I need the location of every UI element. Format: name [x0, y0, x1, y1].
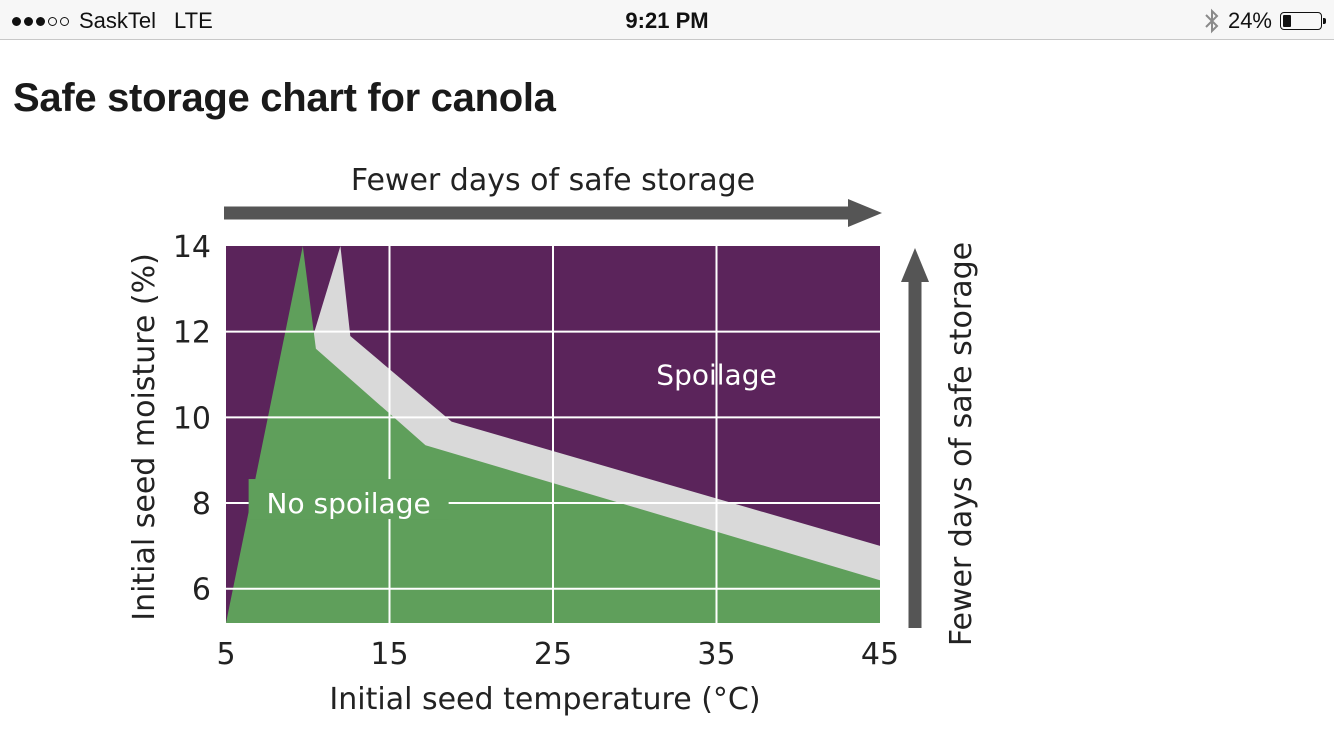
signal-dot [24, 16, 33, 26]
y-tick-label: 12 [173, 316, 211, 351]
battery-icon [1280, 12, 1326, 30]
signal-dot [12, 16, 21, 26]
signal-dot [36, 16, 45, 26]
carrier-name: SaskTel [79, 8, 157, 33]
network-type: LTE [174, 8, 213, 33]
status-time: 9:21 PM [625, 8, 709, 33]
top-arrow-head [848, 199, 882, 227]
battery-nub [1323, 18, 1326, 24]
right-arrow-label: Fewer days of safe storage [944, 242, 979, 646]
y-tick-label: 8 [192, 487, 211, 522]
x-tick-label: 5 [216, 637, 235, 672]
y-axis-label: Initial seed moisture (%) [127, 253, 162, 621]
x-tick-label: 45 [861, 637, 899, 672]
chart-ticks: 5 15 25 35 45 6 8 10 12 14 Initial seed temperatur… [127, 230, 899, 717]
battery-percent: 24% [1227, 8, 1272, 33]
x-axis-label: Initial seed temperature (°C) [329, 682, 760, 717]
x-tick-label: 25 [534, 637, 572, 672]
top-arrow-label: Fewer days of safe storage [351, 163, 755, 198]
status-bar-right: 24% [1204, 8, 1326, 34]
no-spoilage-label-bg [248, 479, 449, 520]
right-arrow-head [901, 248, 929, 282]
bluetooth-icon [1205, 8, 1219, 34]
y-tick-label: 6 [192, 573, 211, 608]
status-bar: SaskTel LTE 9:21 PM 24% [0, 0, 1334, 40]
status-bar-left: SaskTel LTE [12, 8, 213, 34]
signal-dot [48, 16, 57, 26]
spoilage-label: Spoilage [656, 359, 776, 392]
x-tick-label: 15 [370, 637, 408, 672]
y-tick-label: 10 [173, 401, 211, 436]
x-tick-label: 35 [697, 637, 735, 672]
no-spoilage-label: No spoilage [267, 487, 431, 520]
chart-arrows: Fewer days of safe storage Fewer days of … [224, 163, 979, 646]
chart-labels: No spoilage Spoilage [248, 359, 777, 520]
signal-dots-icon [12, 16, 69, 26]
y-tick-label: 14 [173, 230, 211, 265]
page-title: Safe storage chart for canola [13, 76, 556, 120]
battery-fill [1283, 15, 1291, 27]
signal-dot [60, 16, 69, 26]
